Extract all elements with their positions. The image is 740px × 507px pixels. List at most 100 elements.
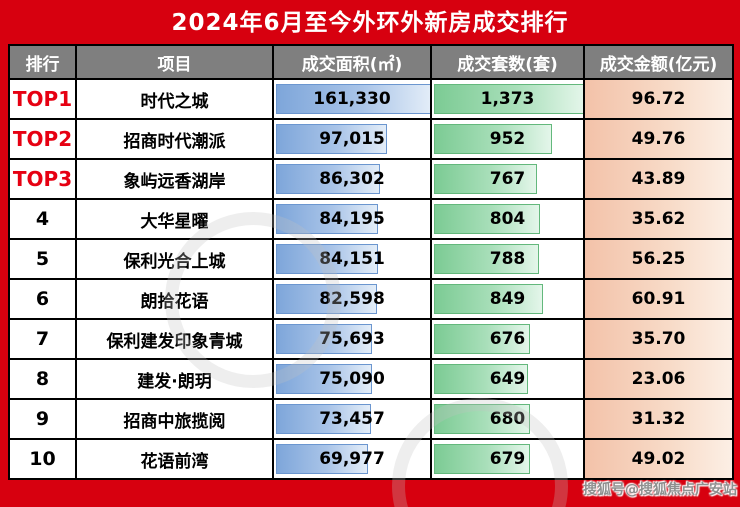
table-row: 8 建发·朗玥 75,090 649 23.06 — [8, 358, 734, 400]
area-value: 161,330 — [313, 89, 391, 109]
amount-cell: 35.70 — [583, 318, 734, 360]
area-data-bar — [276, 324, 373, 354]
units-cell: 804 — [430, 198, 585, 240]
units-data-bar — [434, 204, 540, 234]
units-cell: 952 — [430, 118, 585, 160]
area-value: 75,693 — [319, 329, 385, 349]
units-cell: 649 — [430, 358, 585, 400]
area-value: 97,015 — [319, 129, 385, 149]
amount-cell: 49.76 — [583, 118, 734, 160]
rank-cell: TOP1 — [8, 78, 77, 120]
area-cell: 75,090 — [272, 358, 432, 400]
units-value: 804 — [489, 209, 526, 229]
units-data-bar — [434, 124, 552, 154]
area-value: 75,090 — [319, 369, 385, 389]
units-value: 788 — [489, 249, 526, 269]
project-cell: 象屿远香湖岸 — [75, 158, 274, 200]
project-cell: 大华星曜 — [75, 198, 274, 240]
amount-cell: 49.02 — [583, 438, 734, 480]
area-data-bar — [276, 364, 372, 394]
table-row: TOP1 时代之城 161,330 1,373 96.72 — [8, 78, 734, 120]
rank-cell: TOP3 — [8, 158, 77, 200]
area-cell: 84,195 — [272, 198, 432, 240]
table-row: 5 保利光合上城 84,151 788 56.25 — [8, 238, 734, 280]
amount-cell: 23.06 — [583, 358, 734, 400]
rank-cell: 9 — [8, 398, 77, 440]
project-cell: 花语前湾 — [75, 438, 274, 480]
units-value: 680 — [489, 409, 526, 429]
units-value: 679 — [489, 449, 526, 469]
project-cell: 保利建发印象青城 — [75, 318, 274, 360]
amount-cell: 60.91 — [583, 278, 734, 320]
amount-cell: 43.89 — [583, 158, 734, 200]
units-data-bar — [434, 404, 531, 434]
project-cell: 建发·朗玥 — [75, 358, 274, 400]
table-row: 6 朗拾花语 82,598 849 60.91 — [8, 278, 734, 320]
area-data-bar — [276, 244, 379, 274]
area-value: 69,977 — [319, 449, 385, 469]
units-value: 767 — [489, 169, 526, 189]
area-cell: 84,151 — [272, 238, 432, 280]
sohu-watermark-text: 搜狐号@搜狐焦点广安站 — [583, 482, 737, 498]
project-cell: 保利光合上城 — [75, 238, 274, 280]
project-cell: 招商中旅揽阅 — [75, 398, 274, 440]
rank-cell: 4 — [8, 198, 77, 240]
rank-cell: 6 — [8, 278, 77, 320]
table-row: 9 招商中旅揽阅 73,457 680 31.32 — [8, 398, 734, 440]
units-cell: 679 — [430, 438, 585, 480]
amount-cell: 31.32 — [583, 398, 734, 440]
project-cell: 朗拾花语 — [75, 278, 274, 320]
area-cell: 69,977 — [272, 438, 432, 480]
area-data-bar — [276, 444, 369, 474]
col-header-area: 成交面积(㎡) — [272, 44, 432, 80]
units-data-bar — [434, 324, 530, 354]
area-cell: 75,693 — [272, 318, 432, 360]
area-value: 73,457 — [319, 409, 385, 429]
area-cell: 161,330 — [272, 78, 432, 120]
col-header-rank: 排行 — [8, 44, 77, 80]
area-value: 86,302 — [319, 169, 385, 189]
project-cell: 时代之城 — [75, 78, 274, 120]
area-data-bar — [276, 84, 429, 114]
rank-cell: 10 — [8, 438, 77, 480]
area-value: 84,195 — [319, 209, 385, 229]
units-cell: 676 — [430, 318, 585, 360]
units-data-bar — [434, 164, 537, 194]
table-row: TOP2 招商时代潮派 97,015 952 49.76 — [8, 118, 734, 160]
units-data-bar — [434, 84, 582, 114]
rank-cell: 5 — [8, 238, 77, 280]
units-data-bar — [434, 284, 544, 314]
area-data-bar — [276, 404, 371, 434]
units-value: 849 — [489, 289, 526, 309]
amount-cell: 96.72 — [583, 78, 734, 120]
area-data-bar — [276, 164, 380, 194]
area-data-bar — [276, 124, 388, 154]
amount-cell: 56.25 — [583, 238, 734, 280]
units-data-bar — [434, 244, 539, 274]
area-cell: 97,015 — [272, 118, 432, 160]
units-data-bar — [434, 364, 528, 394]
units-cell: 849 — [430, 278, 585, 320]
table-row: 10 花语前湾 69,977 679 49.02 — [8, 438, 734, 480]
area-data-bar — [276, 204, 379, 234]
units-cell: 767 — [430, 158, 585, 200]
col-header-project: 项目 — [75, 44, 274, 80]
area-cell: 82,598 — [272, 278, 432, 320]
area-cell: 86,302 — [272, 158, 432, 200]
table-row: 7 保利建发印象青城 75,693 676 35.70 — [8, 318, 734, 360]
area-value: 84,151 — [319, 249, 385, 269]
header-row: 排行 项目 成交面积(㎡) 成交套数(套) 成交金额(亿元) — [8, 44, 734, 80]
rank-cell: 7 — [8, 318, 77, 360]
area-value: 82,598 — [319, 289, 385, 309]
col-header-amount: 成交金额(亿元) — [583, 44, 734, 80]
units-cell: 788 — [430, 238, 585, 280]
units-value: 676 — [489, 329, 526, 349]
ranking-table: 排行 项目 成交面积(㎡) 成交套数(套) 成交金额(亿元) TOP1 时代之城… — [8, 44, 734, 480]
units-cell: 680 — [430, 398, 585, 440]
page-title: 2024年6月至今外环外新房成交排行 — [171, 10, 569, 36]
units-value: 649 — [489, 369, 526, 389]
units-data-bar — [434, 444, 531, 474]
units-value: 1,373 — [480, 89, 535, 109]
table-row: 4 大华星曜 84,195 804 35.62 — [8, 198, 734, 240]
